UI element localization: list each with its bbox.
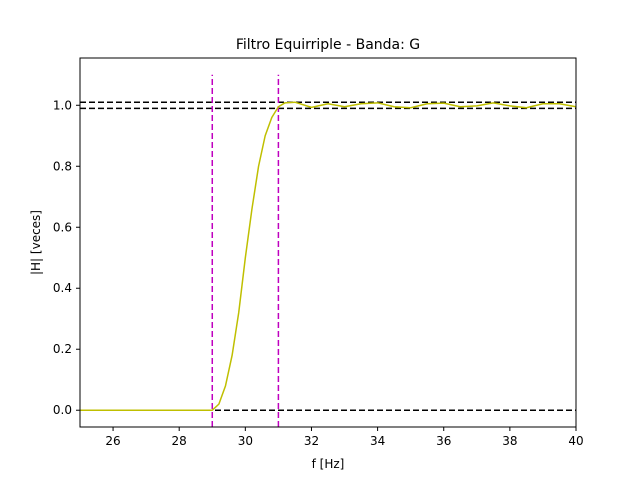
x-tick-label: 28 — [172, 434, 187, 448]
y-axis-label: |H| [veces] — [29, 210, 43, 275]
x-tick-label: 32 — [304, 434, 319, 448]
x-tick-label: 36 — [436, 434, 451, 448]
x-axis-ticks: 26 28 30 32 34 36 38 40 — [105, 427, 584, 448]
x-tick-label: 40 — [568, 434, 583, 448]
y-tick-label: 0.4 — [53, 281, 72, 295]
y-tick-label: 0.0 — [53, 403, 72, 417]
y-tick-label: 1.0 — [53, 98, 72, 112]
chart-title: Filtro Equirriple - Banda: G — [236, 37, 420, 53]
x-tick-label: 38 — [502, 434, 517, 448]
y-tick-label: 0.8 — [53, 159, 72, 173]
y-axis-ticks: 0.0 0.2 0.4 0.6 0.8 1.0 — [53, 98, 80, 417]
x-tick-label: 26 — [105, 434, 120, 448]
series-line-0 — [80, 101, 576, 411]
y-tick-label: 0.2 — [53, 342, 72, 356]
x-tick-label: 30 — [238, 434, 253, 448]
reference-lines — [80, 74, 576, 427]
x-axis-label: f [Hz] — [312, 457, 345, 471]
x-tick-label: 34 — [370, 434, 385, 448]
y-tick-label: 0.6 — [53, 220, 72, 234]
axes-frame — [79, 57, 577, 428]
series-layer — [80, 101, 576, 411]
